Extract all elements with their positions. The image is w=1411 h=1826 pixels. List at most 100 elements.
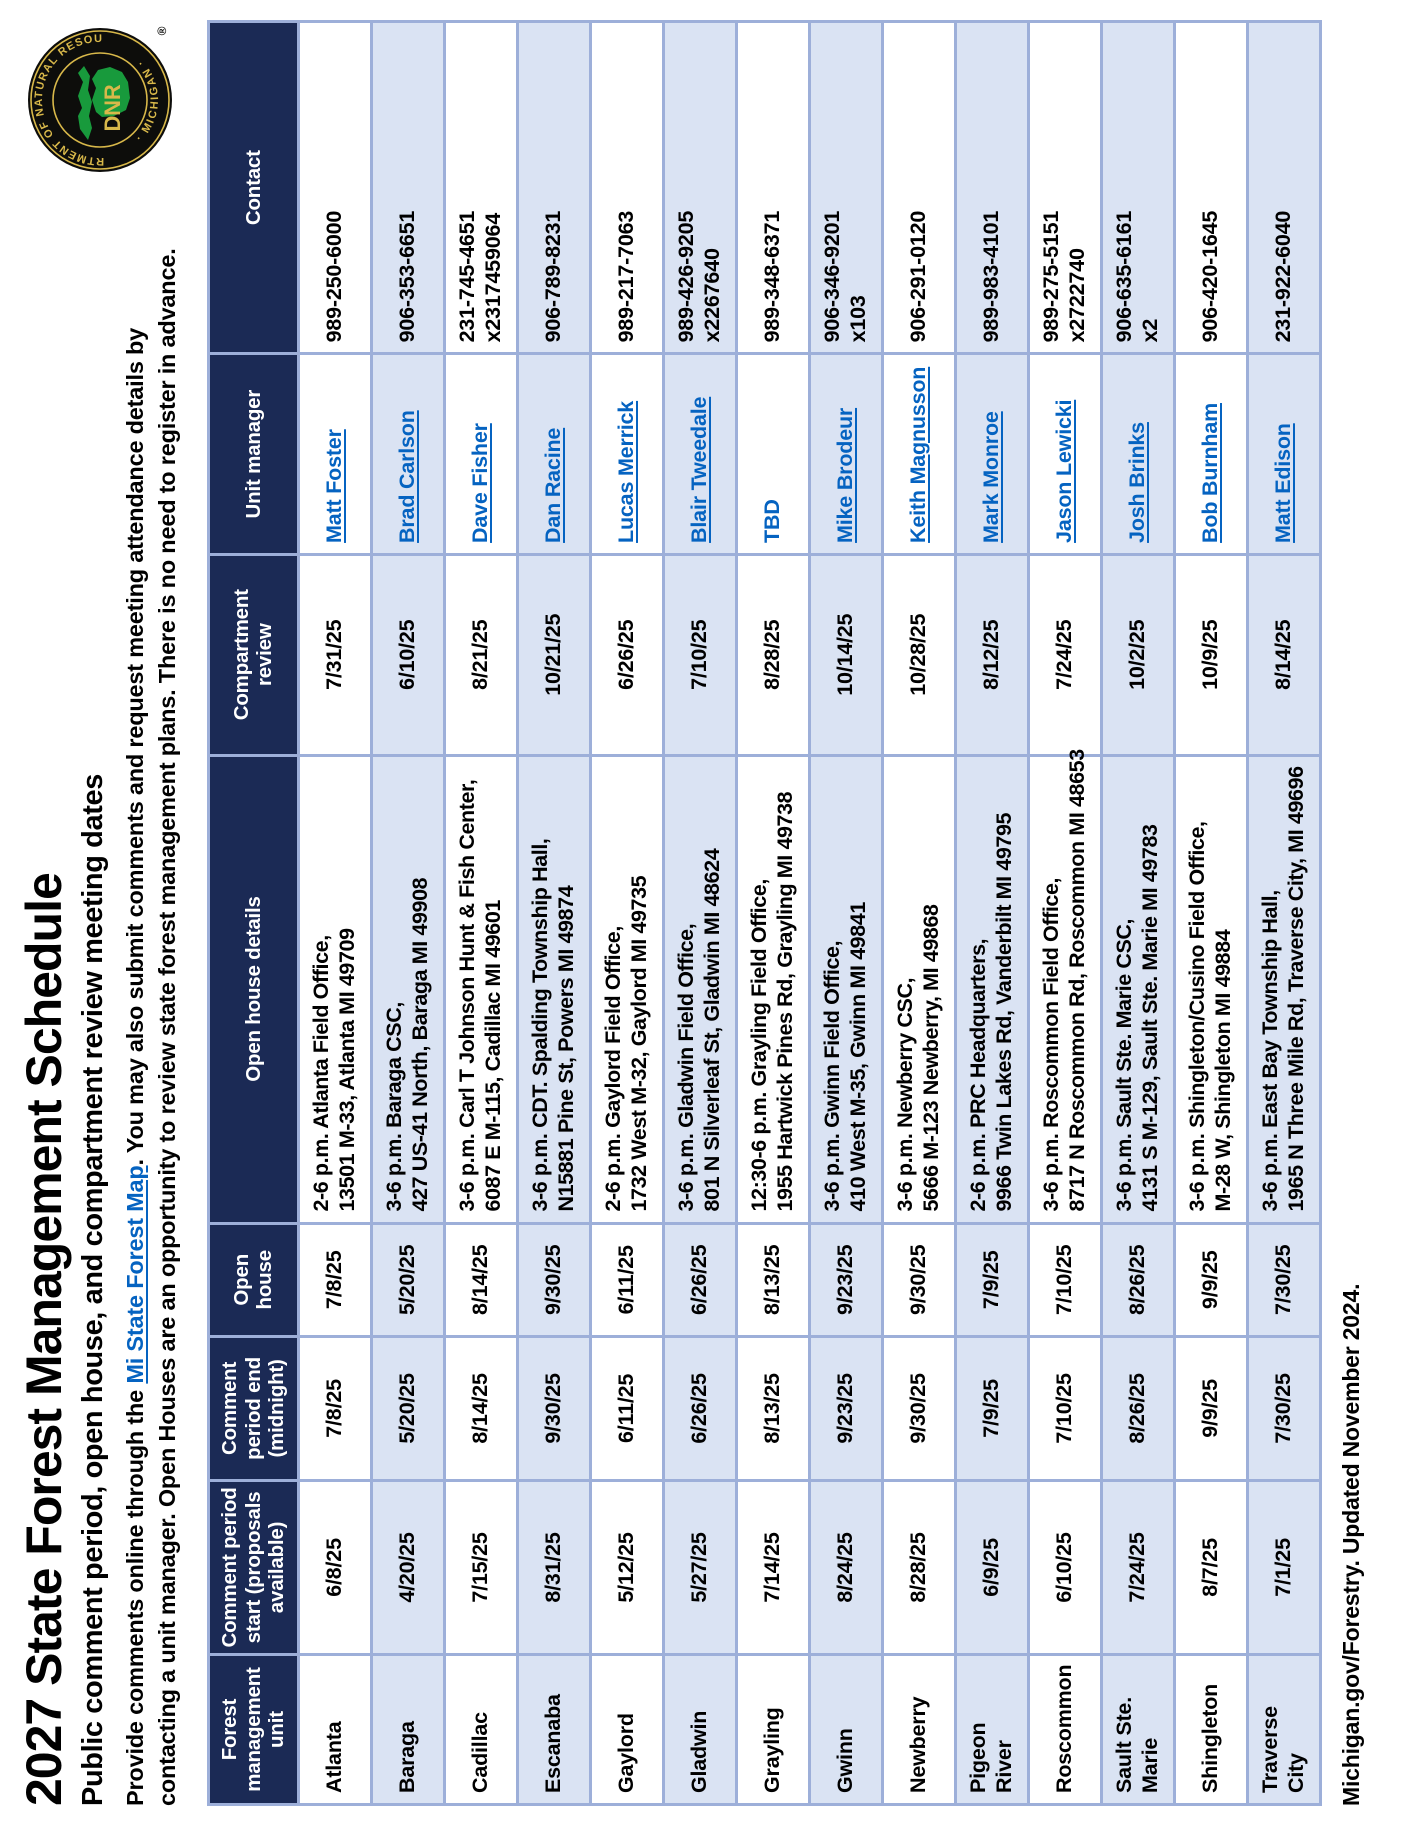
cell-open-house-details: 2-6 p.m. Atlanta Field Office, 13501 M-33… bbox=[298, 755, 372, 1224]
intro-paragraph: Provide comments online through the Mi S… bbox=[120, 161, 183, 1806]
cell-comment-start: 7/1/25 bbox=[1247, 1480, 1321, 1655]
cell-comment-end: 9/30/25 bbox=[882, 1336, 956, 1481]
cell-unit: Gladwin bbox=[663, 1654, 737, 1805]
cell-comment-start: 7/24/25 bbox=[1101, 1480, 1175, 1655]
cell-contact: 989-426-9205 x2267640 bbox=[663, 21, 737, 354]
header-row: Forest management unit Comment period sta… bbox=[208, 21, 299, 1805]
cell-contact: 906-353-6651 bbox=[371, 21, 445, 354]
table-row: Pigeon River 6/9/25 7/9/25 7/9/25 2-6 p.m. P… bbox=[955, 21, 1029, 1805]
cell-open-house-details: 3-6 p.m. Newberry CSC, 5666 M-123 Newberr… bbox=[882, 755, 956, 1224]
intro-text-line1-rest: . You may also submit comments and reque… bbox=[122, 327, 149, 1166]
table-row: Gwinn 8/24/25 9/23/25 9/23/25 3-6 p.m. Gwinn… bbox=[809, 21, 883, 1805]
cell-unit: Grayling bbox=[736, 1654, 810, 1805]
cell-open-house: 7/9/25 bbox=[955, 1223, 1029, 1337]
cell-contact: 906-789-8231 bbox=[517, 21, 591, 354]
schedule-table-body: Atlanta 6/8/25 7/8/25 7/8/25 2-6 p.m. Atlant… bbox=[298, 21, 1321, 1805]
cell-contact: 989-217-7063 bbox=[590, 21, 664, 354]
cell-contact: 231-922-6040 bbox=[1247, 21, 1321, 354]
col-header-contact: Contact bbox=[208, 21, 299, 354]
cell-contact: 906-420-1645 bbox=[1174, 21, 1248, 354]
unit-manager-tbd: TBD bbox=[760, 499, 785, 543]
cell-contact: 231-745-4651 x2317459064 bbox=[444, 21, 518, 354]
cell-contact: 989-250-6000 bbox=[298, 21, 372, 354]
cell-open-house: 9/9/25 bbox=[1174, 1223, 1248, 1337]
cell-comment-start: 6/9/25 bbox=[955, 1480, 1029, 1655]
cell-comment-start: 4/20/25 bbox=[371, 1480, 445, 1655]
cell-unit-manager: Matt Foster bbox=[298, 353, 372, 555]
unit-manager-link[interactable]: Jason Lewicki bbox=[1052, 399, 1077, 543]
cell-compartment-review: 8/21/25 bbox=[444, 554, 518, 756]
cell-comment-start: 7/14/25 bbox=[736, 1480, 810, 1655]
logo-acronym: DNR bbox=[100, 84, 125, 131]
cell-unit: Cadillac bbox=[444, 1654, 518, 1805]
cell-contact: 906-291-0120 bbox=[882, 21, 956, 354]
cell-open-house-details: 3-6 p.m. Sault Ste. Marie CSC, 4131 S M-1… bbox=[1101, 755, 1175, 1224]
cell-compartment-review: 6/10/25 bbox=[371, 554, 445, 756]
col-header-details: Open house details bbox=[208, 755, 299, 1224]
unit-manager-link[interactable]: Mike Brodeur bbox=[833, 407, 858, 543]
cell-contact: 906-346-9201 x103 bbox=[809, 21, 883, 354]
unit-manager-link[interactable]: Matt Edison bbox=[1271, 423, 1296, 543]
cell-unit: Atlanta bbox=[298, 1654, 372, 1805]
unit-manager-link[interactable]: Brad Carlson bbox=[395, 410, 420, 543]
schedule-table-header: Forest management unit Comment period sta… bbox=[208, 21, 299, 1805]
unit-manager-link[interactable]: Lucas Merrick bbox=[614, 400, 639, 543]
cell-open-house: 7/10/25 bbox=[1028, 1223, 1102, 1337]
unit-manager-link[interactable]: Dave Fisher bbox=[468, 423, 493, 543]
unit-manager-link[interactable]: Blair Tweedale bbox=[687, 396, 712, 543]
unit-manager-link[interactable]: Dan Racine bbox=[541, 427, 566, 543]
unit-manager-link[interactable]: Mark Monroe bbox=[979, 411, 1004, 543]
cell-unit-manager: Mark Monroe bbox=[955, 353, 1029, 555]
unit-manager-link[interactable]: Josh Brinks bbox=[1125, 422, 1150, 543]
dnr-logo-icon: DEPARTMENT OF NATURAL RESOURCES · MICHIG… bbox=[17, 26, 172, 179]
cell-comment-start: 8/31/25 bbox=[517, 1480, 591, 1655]
cell-comment-end: 6/26/25 bbox=[663, 1336, 737, 1481]
cell-comment-end: 9/9/25 bbox=[1174, 1336, 1248, 1481]
cell-compartment-review: 10/2/25 bbox=[1101, 554, 1175, 756]
unit-manager-link[interactable]: Matt Foster bbox=[322, 429, 347, 543]
cell-open-house: 6/11/25 bbox=[590, 1223, 664, 1337]
cell-comment-end: 7/30/25 bbox=[1247, 1336, 1321, 1481]
cell-compartment-review: 6/26/25 bbox=[590, 554, 664, 756]
cell-compartment-review: 8/14/25 bbox=[1247, 554, 1321, 756]
cell-comment-end: 7/9/25 bbox=[955, 1336, 1029, 1481]
table-row: Escanaba 8/31/25 9/30/25 9/30/25 3-6 p.m. CD… bbox=[517, 21, 591, 1805]
cell-compartment-review: 10/28/25 bbox=[882, 554, 956, 756]
intro-text-line2: contacting a unit manager. Open Houses a… bbox=[153, 248, 180, 1806]
table-row: Gladwin 5/27/25 6/26/25 6/26/25 3-6 p.m. Gla… bbox=[663, 21, 737, 1805]
table-row: Shingleton 8/7/25 9/9/25 9/9/25 3-6 p.m. Shi… bbox=[1174, 21, 1248, 1805]
cell-open-house: 7/8/25 bbox=[298, 1223, 372, 1337]
table-row: Gaylord 5/12/25 6/11/25 6/11/25 2-6 p.m. Gay… bbox=[590, 21, 664, 1805]
table-row: Sault Ste. Marie 7/24/25 8/26/25 8/26/25 3-6… bbox=[1101, 21, 1175, 1805]
unit-manager-link[interactable]: Keith Magnusson bbox=[906, 366, 931, 543]
cell-unit: Roscommon bbox=[1028, 1654, 1102, 1805]
table-row: Roscommon 6/10/25 7/10/25 7/10/25 3-6 p.m. R… bbox=[1028, 21, 1102, 1805]
cell-unit: Pigeon River bbox=[955, 1654, 1029, 1805]
table-row: Baraga 4/20/25 5/20/25 5/20/25 3-6 p.m. Bara… bbox=[371, 21, 445, 1805]
table-row: Newberry 8/28/25 9/30/25 9/30/25 3-6 p.m. Ne… bbox=[882, 21, 956, 1805]
cell-unit-manager: Josh Brinks bbox=[1101, 353, 1175, 555]
cell-unit-manager: Brad Carlson bbox=[371, 353, 445, 555]
cell-unit: Sault Ste. Marie bbox=[1101, 1654, 1175, 1805]
page-title: 2027 State Forest Management Schedule bbox=[16, 873, 72, 1806]
col-header-open_house: Open house bbox=[208, 1223, 299, 1337]
unit-manager-link[interactable]: Bob Burnham bbox=[1198, 403, 1223, 543]
cell-contact: 989-983-4101 bbox=[955, 21, 1029, 354]
cell-comment-start: 5/12/25 bbox=[590, 1480, 664, 1655]
cell-unit-manager: Jason Lewicki bbox=[1028, 353, 1102, 555]
cell-unit-manager: Mike Brodeur bbox=[809, 353, 883, 555]
cell-open-house-details: 2-6 p.m. PRC Headquarters, 9966 Twin Lake… bbox=[955, 755, 1029, 1224]
cell-comment-end: 7/8/25 bbox=[298, 1336, 372, 1481]
cell-comment-end: 9/23/25 bbox=[809, 1336, 883, 1481]
cell-open-house: 8/14/25 bbox=[444, 1223, 518, 1337]
cell-unit-manager: Dan Racine bbox=[517, 353, 591, 555]
logo-michigan-upper-peninsula bbox=[78, 66, 92, 140]
cell-comment-start: 5/27/25 bbox=[663, 1480, 737, 1655]
cell-open-house-details: 3-6 p.m. CDT. Spalding Township Hall, N15… bbox=[517, 755, 591, 1224]
cell-comment-start: 6/10/25 bbox=[1028, 1480, 1102, 1655]
cell-open-house-details: 3-6 p.m. Gladwin Field Office, 801 N Silv… bbox=[663, 755, 737, 1224]
cell-compartment-review: 10/14/25 bbox=[809, 554, 883, 756]
mi-state-forest-map-link[interactable]: Mi State Forest Map bbox=[122, 1165, 149, 1384]
logo-michigan-lower-peninsula bbox=[92, 67, 130, 117]
cell-compartment-review: 7/31/25 bbox=[298, 554, 372, 756]
